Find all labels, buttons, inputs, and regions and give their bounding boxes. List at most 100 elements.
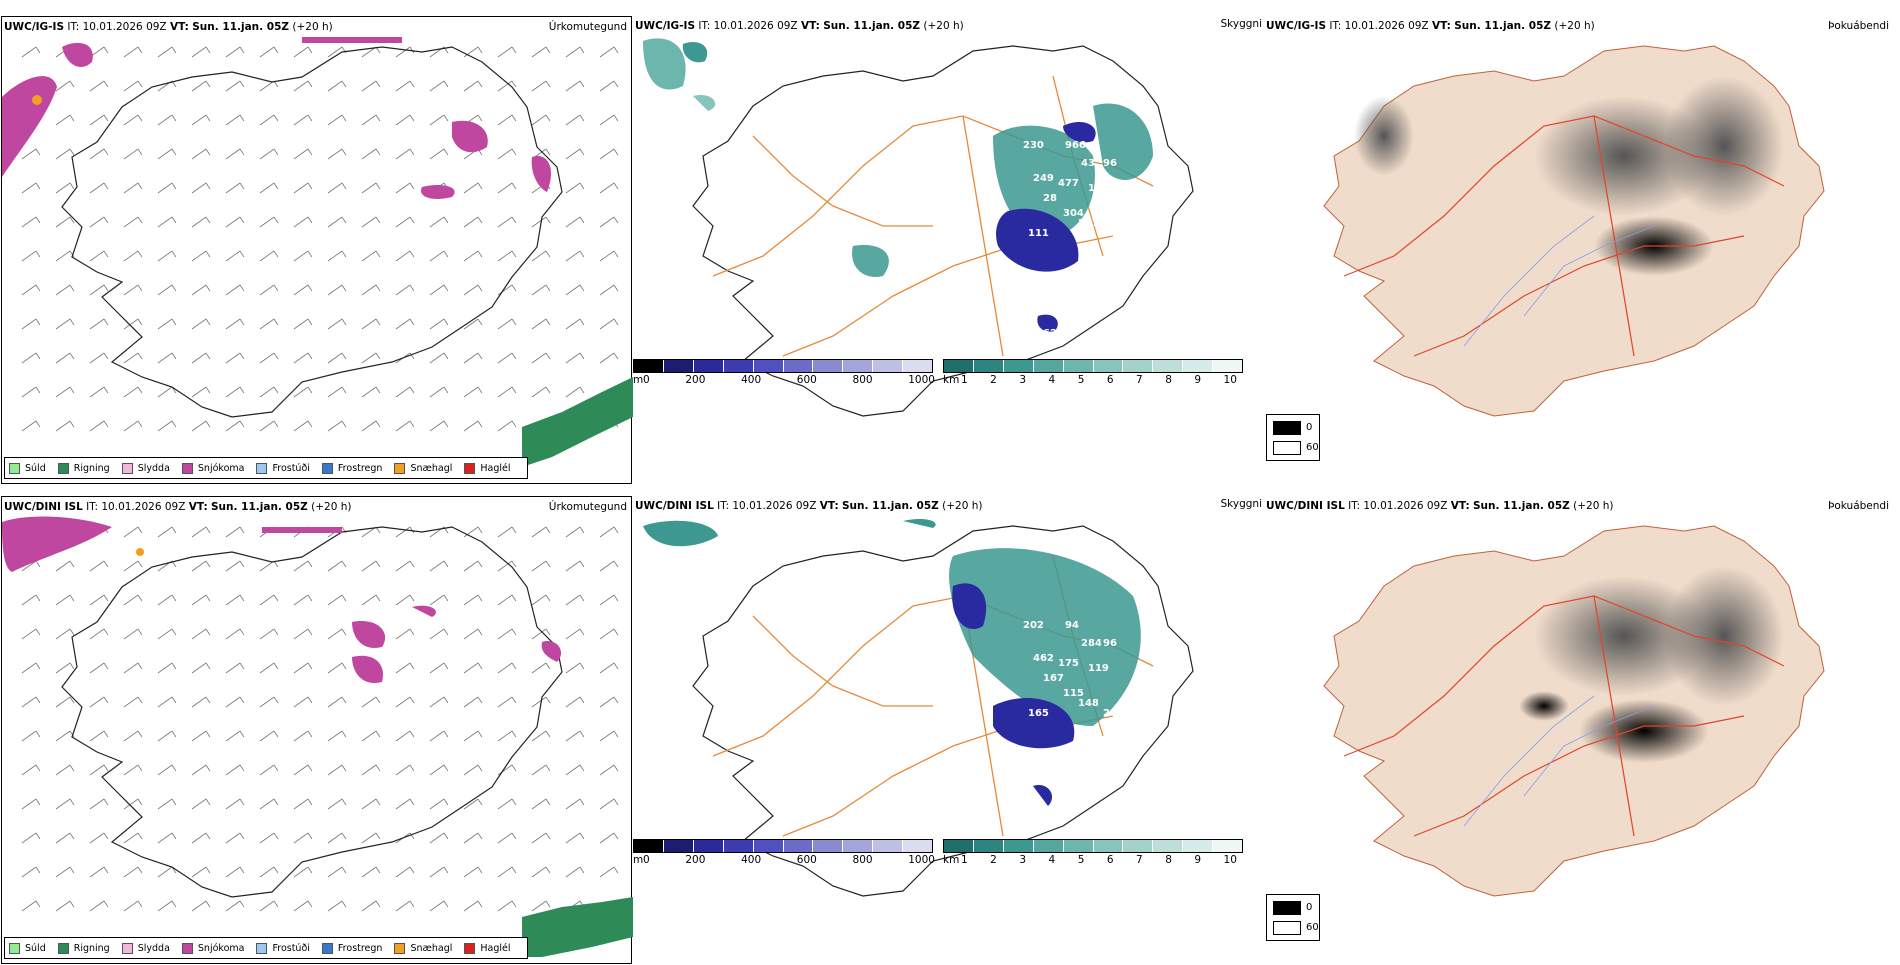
wind-barb — [395, 798, 415, 810]
cloud-base-label: 96 — [1103, 638, 1117, 649]
wind-barb — [157, 900, 177, 912]
wind-barb — [21, 662, 41, 674]
wind-barb — [259, 730, 279, 742]
wind-barb — [463, 182, 483, 194]
wind-barb — [327, 250, 347, 262]
wind-barb — [395, 696, 415, 708]
wind-barb — [361, 148, 381, 160]
wind-barb — [361, 80, 381, 92]
colorbar-segment — [903, 840, 933, 852]
colorbar-segment — [944, 360, 974, 372]
fog-panel-bottom: UWC/DINI ISL IT: 10.01.2026 09Z VT: Sun.… — [1264, 496, 1895, 964]
panel-type-label: Úrkomutegund — [548, 501, 627, 513]
colorbar-segment — [944, 840, 974, 852]
wind-barb — [259, 352, 279, 364]
wind-barb — [157, 696, 177, 708]
colorbar-segment — [1093, 360, 1124, 372]
wind-barb — [55, 114, 75, 126]
wind-barb — [123, 148, 143, 160]
tick-label: 3 — [1019, 374, 1027, 386]
wind-barb — [55, 148, 75, 160]
wind-barb — [599, 352, 619, 364]
tick-label: 400 — [741, 854, 762, 866]
wind-barb — [497, 284, 517, 296]
wind-barb — [293, 662, 313, 674]
wind-barb — [395, 900, 415, 912]
wind-barb — [123, 80, 143, 92]
wind-barb — [191, 526, 211, 538]
wind-barb — [497, 420, 517, 432]
wind-barb — [21, 866, 41, 878]
wind-barb — [429, 900, 449, 912]
wind-barb — [225, 420, 245, 432]
wind-barb — [565, 560, 585, 572]
wind-barb — [21, 148, 41, 160]
wind-barb — [157, 148, 177, 160]
wind-barb — [463, 216, 483, 228]
wind-barb — [361, 386, 381, 398]
wind-barb — [361, 696, 381, 708]
wind-barb — [21, 216, 41, 228]
wind-barb — [463, 594, 483, 606]
wind-barb — [565, 594, 585, 606]
wind-barb — [293, 250, 313, 262]
wind-barb — [191, 798, 211, 810]
wind-barb — [21, 696, 41, 708]
wind-barb — [89, 764, 109, 776]
wind-barb — [259, 832, 279, 844]
wind-barb — [225, 114, 245, 126]
wind-barb — [123, 560, 143, 572]
wind-barb — [599, 46, 619, 58]
wind-barb — [157, 764, 177, 776]
wind-barb — [327, 420, 347, 432]
wind-barb — [21, 628, 41, 640]
drizzle-swatch — [9, 462, 20, 474]
colorbar-segment — [973, 840, 1004, 852]
wind-barb — [293, 696, 313, 708]
wind-barb — [293, 420, 313, 432]
wind-barb — [191, 182, 211, 194]
wind-barb — [21, 284, 41, 296]
wind-barb — [293, 284, 313, 296]
wind-barb — [21, 560, 41, 572]
visibility-unit: km — [943, 854, 960, 866]
wind-barb — [225, 526, 245, 538]
wind-barb — [327, 352, 347, 364]
cloud-base-label: 477 — [1058, 178, 1079, 189]
wind-barb — [599, 284, 619, 296]
wind-barb — [225, 386, 245, 398]
wind-barb — [531, 832, 551, 844]
wind-barb — [599, 250, 619, 262]
wind-barb — [191, 80, 211, 92]
wind-barb — [89, 594, 109, 606]
wind-barb — [497, 216, 517, 228]
wind-barb — [531, 46, 551, 58]
wind-barb — [293, 386, 313, 398]
colorbar-segment — [813, 360, 844, 372]
wind-barb — [327, 764, 347, 776]
wind-barb — [361, 352, 381, 364]
tick-label: 4 — [1048, 854, 1056, 866]
precip-type-legend: Súld Rigning Slydda Snjókoma Frostúði Fr… — [4, 457, 528, 479]
colorbar-segment — [753, 360, 784, 372]
wind-barb — [497, 386, 517, 398]
wind-barb — [89, 628, 109, 640]
wind-barb — [599, 764, 619, 776]
wind-barb — [327, 866, 347, 878]
cloud-visibility-panel-top: UWC/IG-IS IT: 10.01.2026 09Z VT: Sun. 11… — [633, 16, 1264, 484]
wind-barb — [599, 662, 619, 674]
wind-barb — [429, 80, 449, 92]
wind-barb — [531, 250, 551, 262]
wind-barb — [55, 216, 75, 228]
tick-label: 1 — [961, 854, 968, 866]
wind-barb — [123, 900, 143, 912]
wind-barb — [123, 250, 143, 262]
wind-barb — [327, 386, 347, 398]
wind-barb — [259, 900, 279, 912]
panel-type-label: Úrkomutegund — [548, 21, 627, 33]
colorbar-segment — [1183, 360, 1214, 372]
wind-barb — [395, 148, 415, 160]
wind-barb — [55, 628, 75, 640]
wind-barb — [531, 216, 551, 228]
wind-barb — [157, 832, 177, 844]
